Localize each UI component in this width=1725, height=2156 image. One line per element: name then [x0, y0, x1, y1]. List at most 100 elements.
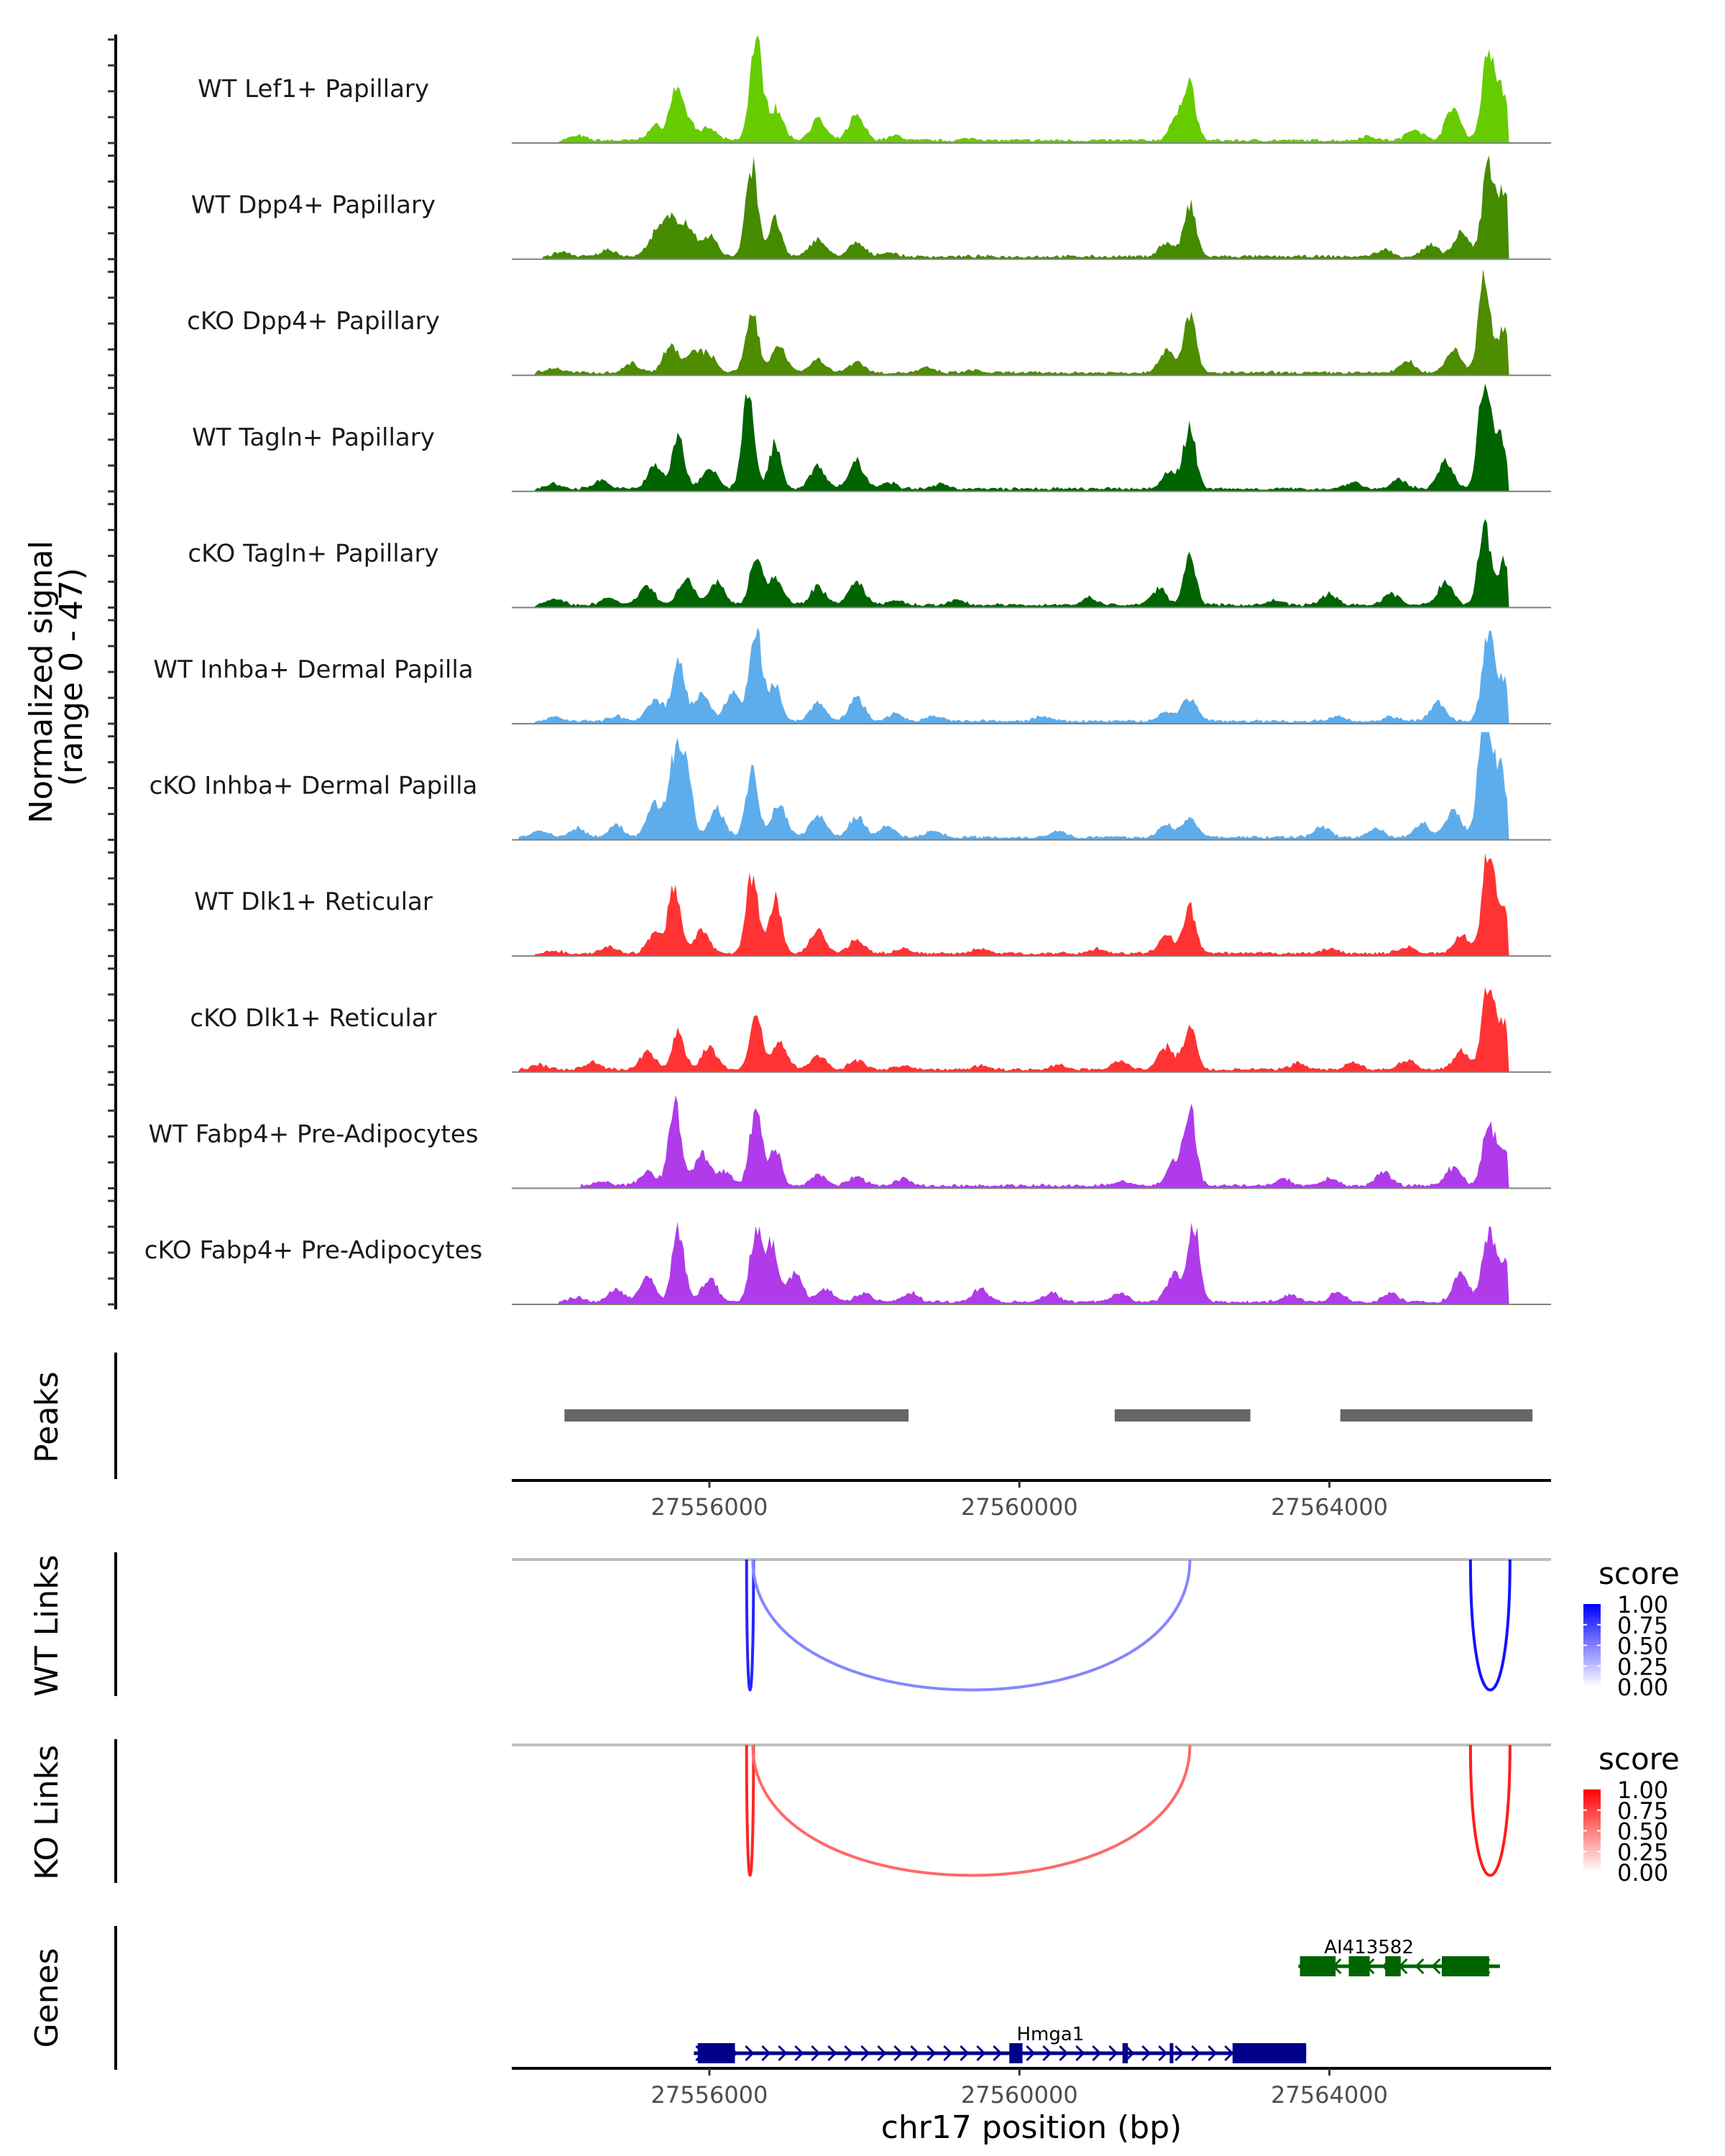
coverage-track: cKO Fabp4+ Pre-Adipocytes	[144, 1221, 1551, 1305]
wt-score-legend: score 1.000.750.500.250.00	[1583, 1556, 1680, 1701]
coverage-area	[512, 732, 1551, 840]
wt-links-label: WT Links	[29, 1554, 65, 1696]
x-axis-title: chr17 position (bp)	[881, 2109, 1182, 2146]
ko-links-panel: KO Links score 1.000.750.500.250.00	[29, 1739, 1680, 1886]
coverage-track: WT Inhba+ Dermal Papilla	[153, 627, 1551, 724]
coverage-y-ticks	[108, 38, 116, 1306]
ko-link-arcs	[745, 1744, 1512, 1877]
coverage-track: cKO Tagln+ Papillary	[188, 519, 1551, 609]
legend-tick-label: 0.25	[1617, 1653, 1668, 1680]
link-arc	[1468, 1744, 1512, 1877]
x-tick-label: 27556000	[651, 1493, 768, 1521]
strand-arrow-icon	[1191, 2045, 1201, 2062]
track-label: cKO Dpp4+ Papillary	[187, 307, 440, 336]
track-label: WT Tagln+ Papillary	[192, 423, 435, 452]
track-label: WT Lef1+ Papillary	[198, 75, 429, 103]
legend-tick-label: 0.50	[1617, 1818, 1668, 1846]
coverage-track: WT Tagln+ Papillary	[192, 383, 1551, 492]
strand-arrow-icon	[1026, 2045, 1036, 2062]
coverage-area	[512, 519, 1551, 608]
x-tick-label: 27564000	[1271, 2081, 1388, 2109]
peak-region-bar	[1340, 1409, 1533, 1422]
gene-exon	[1232, 2043, 1307, 2063]
gene-name-label: Hmga1	[1016, 2024, 1084, 2045]
legend-tick-label: 0.00	[1617, 1674, 1668, 1701]
track-label: cKO Inhba+ Dermal Papilla	[150, 772, 478, 801]
ko-score-legend: score 1.000.750.500.250.00	[1583, 1741, 1680, 1886]
track-label: WT Dlk1+ Reticular	[194, 888, 433, 916]
coverage-tracks: WT Lef1+ Papillary WT Dpp4+ Papillary cKO …	[144, 35, 1551, 1305]
legend-tick-label: 0.00	[1617, 1859, 1668, 1886]
gene-exon	[1009, 2043, 1023, 2063]
wt-link-arcs	[745, 1559, 1512, 1692]
gene-model: AI413582	[1298, 1937, 1500, 1976]
genes-panel: Genes AI413582 Hmga1 27556000 27560000 2756…	[29, 1926, 1551, 2146]
track-label: WT Dpp4+ Papillary	[191, 191, 436, 220]
coverage-area	[512, 155, 1551, 259]
strand-arrow-icon	[1414, 1958, 1425, 1975]
wt-links-panel: WT Links score 1.000.750.500.250.00	[29, 1552, 1680, 1701]
coverage-track: WT Fabp4+ Pre-Adipocytes	[149, 1095, 1551, 1189]
strand-arrow-icon	[1431, 1958, 1441, 1975]
link-arc	[1468, 1559, 1512, 1692]
strand-arrow-icon	[1224, 2045, 1234, 2062]
gene-name-label: AI413582	[1324, 1937, 1414, 1958]
strand-arrow-icon	[926, 2045, 937, 2062]
strand-arrow-icon	[1075, 2045, 1085, 2062]
genes-x-ticks: 27556000 27560000 27564000	[651, 2068, 1388, 2109]
genes-track-label: Genes	[29, 1948, 65, 2047]
coverage-area	[512, 1095, 1551, 1189]
link-arc	[751, 1744, 1192, 1877]
legend-tick-label: 1.00	[1617, 1591, 1668, 1618]
coverage-track: WT Dlk1+ Reticular	[194, 852, 1551, 957]
link-arc	[745, 1744, 755, 1877]
legend-tick-label: 0.50	[1617, 1633, 1668, 1660]
coverage-track: cKO Dpp4+ Papillary	[187, 269, 1551, 377]
coverage-panel: Normalized signal (range 0 - 47) WT Lef1…	[23, 34, 1551, 1309]
peaks-track-label: Peaks	[29, 1371, 65, 1462]
coverage-area	[512, 852, 1551, 957]
peaks-x-ticks: 27556000 27560000 27564000	[651, 1480, 1388, 1521]
gene-exon	[1122, 2043, 1128, 2063]
peak-regions	[564, 1409, 1533, 1422]
coverage-y-axis-title: Normalized signal (range 0 - 47)	[23, 530, 90, 824]
strand-arrow-icon	[960, 2045, 970, 2062]
link-arc	[751, 1559, 1192, 1692]
strand-arrow-icon	[794, 2045, 804, 2062]
coverage-area	[512, 269, 1551, 376]
coverage-area	[512, 35, 1551, 143]
x-tick-label: 27560000	[961, 1493, 1078, 1521]
track-label: cKO Tagln+ Papillary	[188, 539, 438, 568]
strand-arrow-icon	[1092, 2045, 1102, 2062]
legend-tick-label: 0.75	[1617, 1797, 1668, 1825]
coverage-track: WT Dpp4+ Papillary	[191, 155, 1551, 260]
strand-arrow-icon	[1174, 2045, 1184, 2062]
ylabel-line-2: (range 0 - 47)	[53, 568, 90, 786]
track-label: WT Inhba+ Dermal Papilla	[153, 655, 473, 684]
gene-exon	[1385, 1956, 1401, 1976]
track-label: WT Fabp4+ Pre-Adipocytes	[149, 1120, 479, 1148]
strand-arrow-icon	[778, 2045, 788, 2062]
strand-arrow-icon	[943, 2045, 953, 2062]
coverage-area	[512, 383, 1551, 492]
legend-tick-label: 0.25	[1617, 1838, 1668, 1866]
strand-arrow-icon	[877, 2045, 887, 2062]
link-arc	[745, 1559, 755, 1692]
gene-models: AI413582 Hmga1	[694, 1937, 1500, 2063]
strand-arrow-icon	[827, 2045, 837, 2062]
strand-arrow-icon	[811, 2045, 821, 2062]
strand-arrow-icon	[1059, 2045, 1069, 2062]
strand-arrow-icon	[844, 2045, 854, 2062]
strand-arrow-icon	[910, 2045, 920, 2062]
ko-legend-title: score	[1598, 1741, 1680, 1777]
coverage-area	[512, 987, 1551, 1072]
strand-arrow-icon	[976, 2045, 986, 2062]
coverage-area	[512, 1221, 1551, 1304]
peak-region-bar	[1114, 1409, 1251, 1422]
peak-region-bar	[564, 1409, 909, 1422]
gene-exon	[1300, 1956, 1336, 1976]
x-tick-label: 27556000	[651, 2081, 768, 2109]
strand-arrow-icon	[1042, 2045, 1052, 2062]
strand-arrow-icon	[1141, 2045, 1151, 2062]
gene-exon	[1169, 2043, 1174, 2063]
